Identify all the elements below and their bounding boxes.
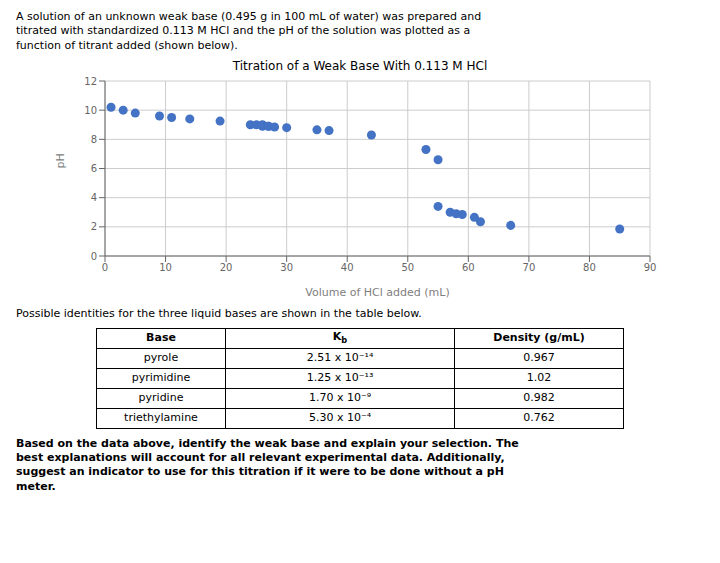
html-text:5.30 x 10⁻⁴: 5.30 x 10⁻⁴ xyxy=(308,411,372,425)
html-text:2.51 x 10⁻¹⁴: 2.51 x 10⁻¹⁴ xyxy=(306,351,374,365)
html-text:pyridine: pyridine xyxy=(138,391,184,405)
svg-text:Volume of HCl added (mL): Volume of HCl added (mL) xyxy=(305,286,449,299)
html-text:1.02: 1.02 xyxy=(526,371,552,385)
html-text:Based on the data above, ident: Based on the data above, identify the we… xyxy=(16,436,519,493)
html-text:1.70 x 10⁻⁹: 1.70 x 10⁻⁹ xyxy=(308,391,372,405)
html-text:Kb: Kb xyxy=(332,330,348,346)
svg-text:pH: pH xyxy=(54,154,67,169)
svg-text:12: 12 xyxy=(84,77,97,88)
svg-text:6: 6 xyxy=(91,164,97,175)
html-text:triethylamine: triethylamine xyxy=(124,411,198,425)
svg-text:50: 50 xyxy=(401,263,414,274)
svg-text:90: 90 xyxy=(644,263,657,274)
html-text:A solution of an unknown weak: A solution of an unknown weak base (0.49… xyxy=(16,10,482,52)
svg-text:4: 4 xyxy=(91,193,97,204)
html-text:Density (g/mL): Density (g/mL) xyxy=(493,331,585,345)
html-text:0.967: 0.967 xyxy=(523,351,555,365)
svg-text:2: 2 xyxy=(91,222,97,233)
svg-text:60: 60 xyxy=(462,263,475,274)
svg-text:8: 8 xyxy=(91,134,97,145)
svg-text:70: 70 xyxy=(523,263,536,274)
html-text:Base: Base xyxy=(146,331,176,345)
svg-text:30: 30 xyxy=(280,263,293,274)
svg-text:80: 80 xyxy=(583,263,596,274)
svg-text:0: 0 xyxy=(91,251,97,262)
html-text:0.762: 0.762 xyxy=(523,411,555,425)
svg-text:0: 0 xyxy=(102,263,108,274)
html-text:1.25 x 10⁻¹³: 1.25 x 10⁻¹³ xyxy=(306,371,374,385)
html-text:Titration of a Weak Base With: Titration of a Weak Base With 0.113 M HC… xyxy=(232,58,488,73)
svg-text:40: 40 xyxy=(341,263,354,274)
html-text:Possible identities for the th: Possible identities for the three liquid… xyxy=(16,307,422,321)
svg-text:10: 10 xyxy=(84,105,97,116)
html-text:pyrole: pyrole xyxy=(143,351,179,365)
html-text:0.982: 0.982 xyxy=(523,391,555,405)
svg-text:10: 10 xyxy=(159,263,172,274)
svg-text:20: 20 xyxy=(220,263,233,274)
html-text:pyrimidine: pyrimidine xyxy=(131,371,191,385)
